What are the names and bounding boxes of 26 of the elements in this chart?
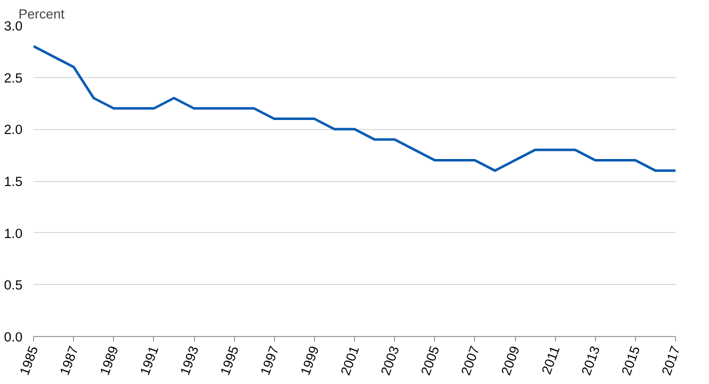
x-tick-label: 2017 — [658, 344, 684, 378]
y-tick-label: 1.0 — [4, 226, 23, 241]
x-tick-label: 1985 — [16, 344, 42, 378]
x-tick-label: 1987 — [56, 344, 82, 378]
x-tick-label: 1991 — [137, 344, 162, 378]
x-tick-label: 2009 — [498, 344, 523, 378]
line-series — [34, 44, 676, 172]
x-tick-label: 2013 — [578, 344, 603, 378]
x-tick-label: 2007 — [458, 344, 482, 378]
x-tick-label: 1997 — [258, 344, 282, 378]
x-tick-label: 2001 — [338, 344, 362, 378]
x-tick-label: 1989 — [97, 344, 122, 378]
y-tick-label: 2.0 — [4, 122, 23, 138]
x-tick-label: 2003 — [378, 344, 402, 378]
x-tick-label: 1993 — [177, 344, 202, 378]
x-tick-label: 1999 — [298, 344, 322, 378]
x-tick-label: 2011 — [538, 344, 563, 376]
y-tick-label: 1.5 — [4, 174, 23, 189]
y-axis-title: Percent — [18, 6, 65, 22]
y-tick-label: 3.0 — [4, 18, 23, 34]
x-tick-label: 1995 — [217, 344, 242, 378]
y-tick-label: 2.5 — [4, 70, 23, 86]
y-tick-label: 0.5 — [4, 278, 23, 293]
x-tick-label: 2005 — [418, 344, 442, 378]
x-tick-label: 2015 — [618, 344, 643, 378]
y-tick-label: 0.0 — [4, 330, 23, 344]
